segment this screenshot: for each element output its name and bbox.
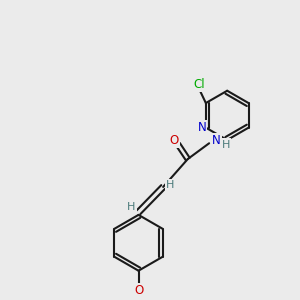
Text: N: N bbox=[212, 134, 221, 147]
Text: Cl: Cl bbox=[194, 78, 205, 91]
Text: N: N bbox=[197, 121, 206, 134]
Text: H: H bbox=[166, 180, 175, 190]
Text: O: O bbox=[134, 284, 143, 297]
Text: O: O bbox=[169, 134, 178, 147]
Text: H: H bbox=[127, 202, 136, 212]
Text: H: H bbox=[222, 140, 230, 150]
